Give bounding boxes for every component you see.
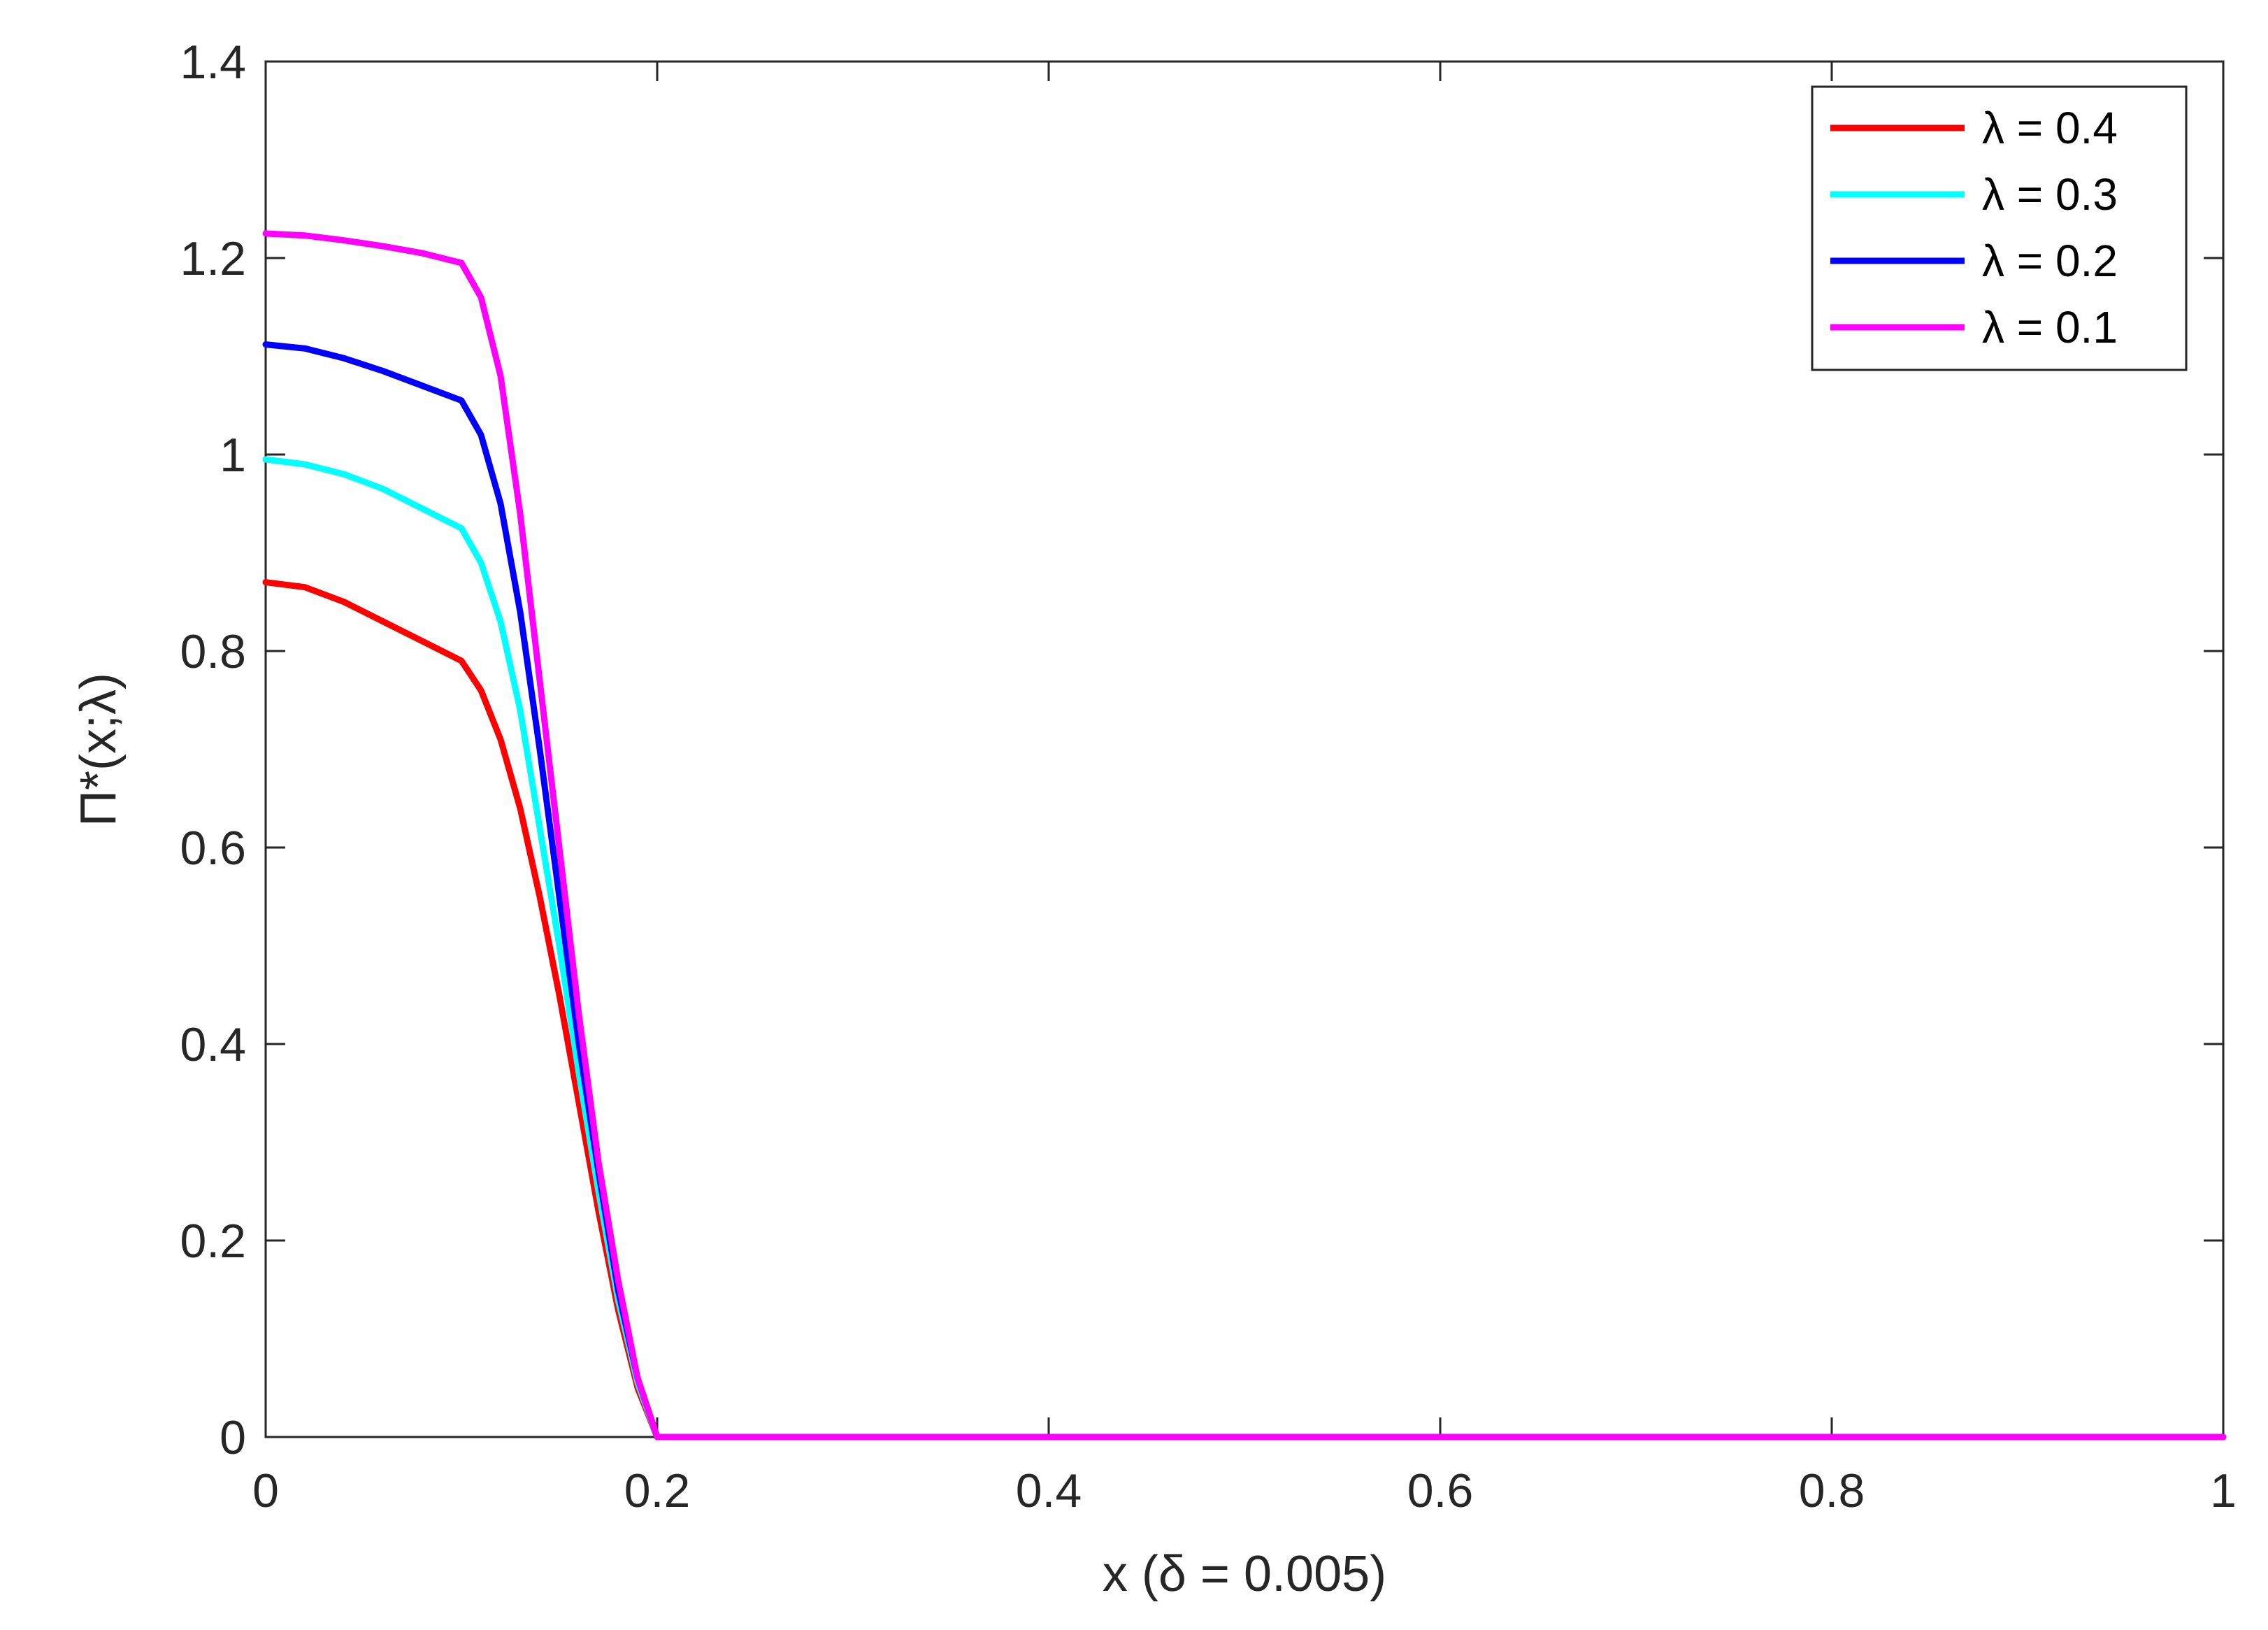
x-tick-label: 0.6 bbox=[1407, 1464, 1474, 1517]
x-tick-label: 0.4 bbox=[1016, 1464, 1082, 1517]
y-axis-label: Π*(x;λ) bbox=[71, 673, 127, 827]
legend-label: λ = 0.3 bbox=[1982, 169, 2118, 220]
y-tick-label: 1.4 bbox=[180, 36, 246, 89]
y-tick-labels: 0 0.2 0.4 0.6 0.8 1 1.2 1.4 bbox=[180, 36, 246, 1464]
series-layer bbox=[262, 230, 2227, 1440]
y-tick-label: 0.6 bbox=[180, 822, 246, 875]
series-line-4 bbox=[262, 230, 2227, 1440]
x-tick-labels: 0 0.2 0.4 0.6 0.8 1 bbox=[252, 1464, 2237, 1517]
y-tick-label: 0 bbox=[220, 1411, 246, 1464]
x-tick-label: 0 bbox=[252, 1464, 279, 1517]
legend-label: λ = 0.1 bbox=[1982, 302, 2118, 352]
legend-box bbox=[1811, 85, 2188, 371]
legend-label: λ = 0.2 bbox=[1982, 236, 2118, 286]
y-tick-label: 1.2 bbox=[180, 232, 246, 285]
x-tick-label: 0.2 bbox=[624, 1464, 691, 1517]
y-tick-label: 1 bbox=[220, 429, 246, 482]
y-tick-label: 0.4 bbox=[180, 1018, 246, 1071]
legend-label: λ = 0.4 bbox=[1982, 103, 2118, 153]
x-tick-label: 1 bbox=[2210, 1464, 2237, 1517]
x-tick-label: 0.8 bbox=[1799, 1464, 1865, 1517]
y-tick-label: 0.2 bbox=[180, 1215, 246, 1268]
y-tick-label: 0.8 bbox=[180, 625, 246, 678]
x-axis-label: x (δ = 0.005) bbox=[1103, 1546, 1386, 1602]
legend: λ = 0.4 λ = 0.3 λ = 0.2 λ = 0.1 bbox=[1811, 85, 2188, 371]
